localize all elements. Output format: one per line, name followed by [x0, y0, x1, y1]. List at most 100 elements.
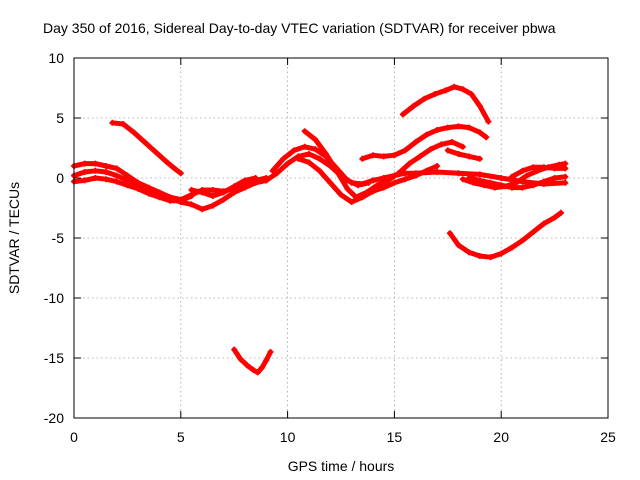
- data-point: [530, 182, 537, 189]
- data-point: [476, 103, 483, 109]
- data-point: [333, 167, 340, 174]
- data-point: [109, 119, 116, 126]
- data-point: [459, 86, 466, 93]
- data-series-arc-17: [231, 346, 274, 376]
- data-point: [316, 155, 323, 162]
- data-point: [199, 206, 206, 213]
- data-point: [455, 242, 462, 249]
- data-point: [365, 179, 372, 186]
- data-point: [466, 124, 473, 131]
- y-tick-label: 5: [56, 110, 64, 126]
- data-point: [551, 165, 558, 172]
- data-point: [92, 160, 99, 167]
- data-point: [359, 155, 366, 162]
- data-point: [487, 179, 494, 186]
- data-series-arc-3: [71, 175, 195, 204]
- data-point: [468, 91, 475, 97]
- data-point: [124, 182, 131, 189]
- data-point: [412, 172, 419, 179]
- data-point: [130, 129, 137, 136]
- data-point: [498, 182, 505, 189]
- data-point: [338, 191, 344, 198]
- x-tick-label: 0: [70, 429, 78, 445]
- data-point: [141, 139, 148, 145]
- data-point: [562, 179, 569, 186]
- data-point: [263, 357, 270, 364]
- data-point: [380, 184, 387, 191]
- data-point: [374, 182, 381, 189]
- data-point: [540, 178, 547, 185]
- data-point: [519, 167, 526, 174]
- data-point: [269, 167, 276, 174]
- data-series-arc-15: [466, 173, 569, 191]
- data-series-layer: [71, 83, 569, 376]
- data-point: [476, 129, 483, 136]
- data-point: [301, 143, 308, 150]
- x-tick-label: 10: [280, 429, 296, 445]
- data-point: [410, 103, 417, 109]
- data-point: [402, 170, 409, 177]
- data-series-arc-14: [508, 164, 569, 180]
- data-point: [523, 172, 530, 179]
- data-point: [498, 250, 505, 257]
- data-point: [519, 237, 526, 244]
- data-point: [177, 170, 184, 177]
- x-tick-labels: 0 5 10 15 20 25: [70, 429, 616, 445]
- data-point: [423, 131, 430, 138]
- data-point: [316, 167, 323, 174]
- data-point: [421, 95, 428, 102]
- x-tick-label: 5: [177, 429, 185, 445]
- data-point: [455, 151, 462, 157]
- data-point: [476, 155, 483, 162]
- y-tick-label: -10: [44, 290, 64, 306]
- data-point: [508, 173, 515, 180]
- data-point: [455, 170, 462, 177]
- data-point: [423, 167, 430, 174]
- data-series-arc-16: [446, 209, 565, 261]
- data-point: [291, 147, 298, 154]
- data-point: [258, 364, 265, 371]
- data-point: [530, 229, 537, 235]
- data-point: [476, 253, 483, 259]
- data-point: [81, 169, 88, 175]
- data-point: [103, 169, 110, 175]
- data-point: [562, 165, 569, 172]
- data-point: [540, 164, 547, 171]
- data-point: [412, 139, 419, 145]
- series-line: [109, 120, 184, 176]
- data-point: [406, 160, 413, 167]
- data-point: [113, 172, 120, 179]
- data-point: [380, 153, 387, 160]
- data-point: [446, 230, 453, 237]
- y-tick-label: 10: [48, 50, 64, 66]
- data-point: [209, 202, 216, 209]
- data-point: [427, 146, 434, 153]
- data-point: [284, 160, 291, 167]
- data-series-arc-11: [399, 83, 492, 125]
- y-tick-label: -20: [44, 410, 64, 426]
- data-point: [92, 167, 99, 174]
- data-point: [551, 214, 558, 221]
- data-point: [188, 193, 195, 199]
- data-point: [417, 153, 424, 160]
- data-point: [167, 197, 174, 204]
- x-tick-label: 20: [493, 429, 509, 445]
- data-point: [241, 184, 248, 191]
- data-point: [199, 189, 206, 196]
- data-point: [120, 121, 127, 127]
- data-point: [370, 177, 377, 184]
- series-line: [447, 210, 564, 260]
- data-point: [449, 139, 456, 145]
- data-point: [487, 254, 494, 261]
- data-point: [171, 165, 178, 172]
- data-point: [540, 220, 547, 227]
- data-point: [250, 367, 257, 373]
- data-point: [145, 190, 152, 197]
- data-point: [305, 159, 312, 166]
- data-point: [305, 151, 312, 157]
- data-point: [466, 153, 473, 160]
- data-series-arc-4: [188, 175, 259, 199]
- series-line: [270, 144, 372, 188]
- chart-title: Day 350 of 2016, Sidereal Day-to-day VTE…: [43, 20, 556, 36]
- data-point: [363, 189, 370, 196]
